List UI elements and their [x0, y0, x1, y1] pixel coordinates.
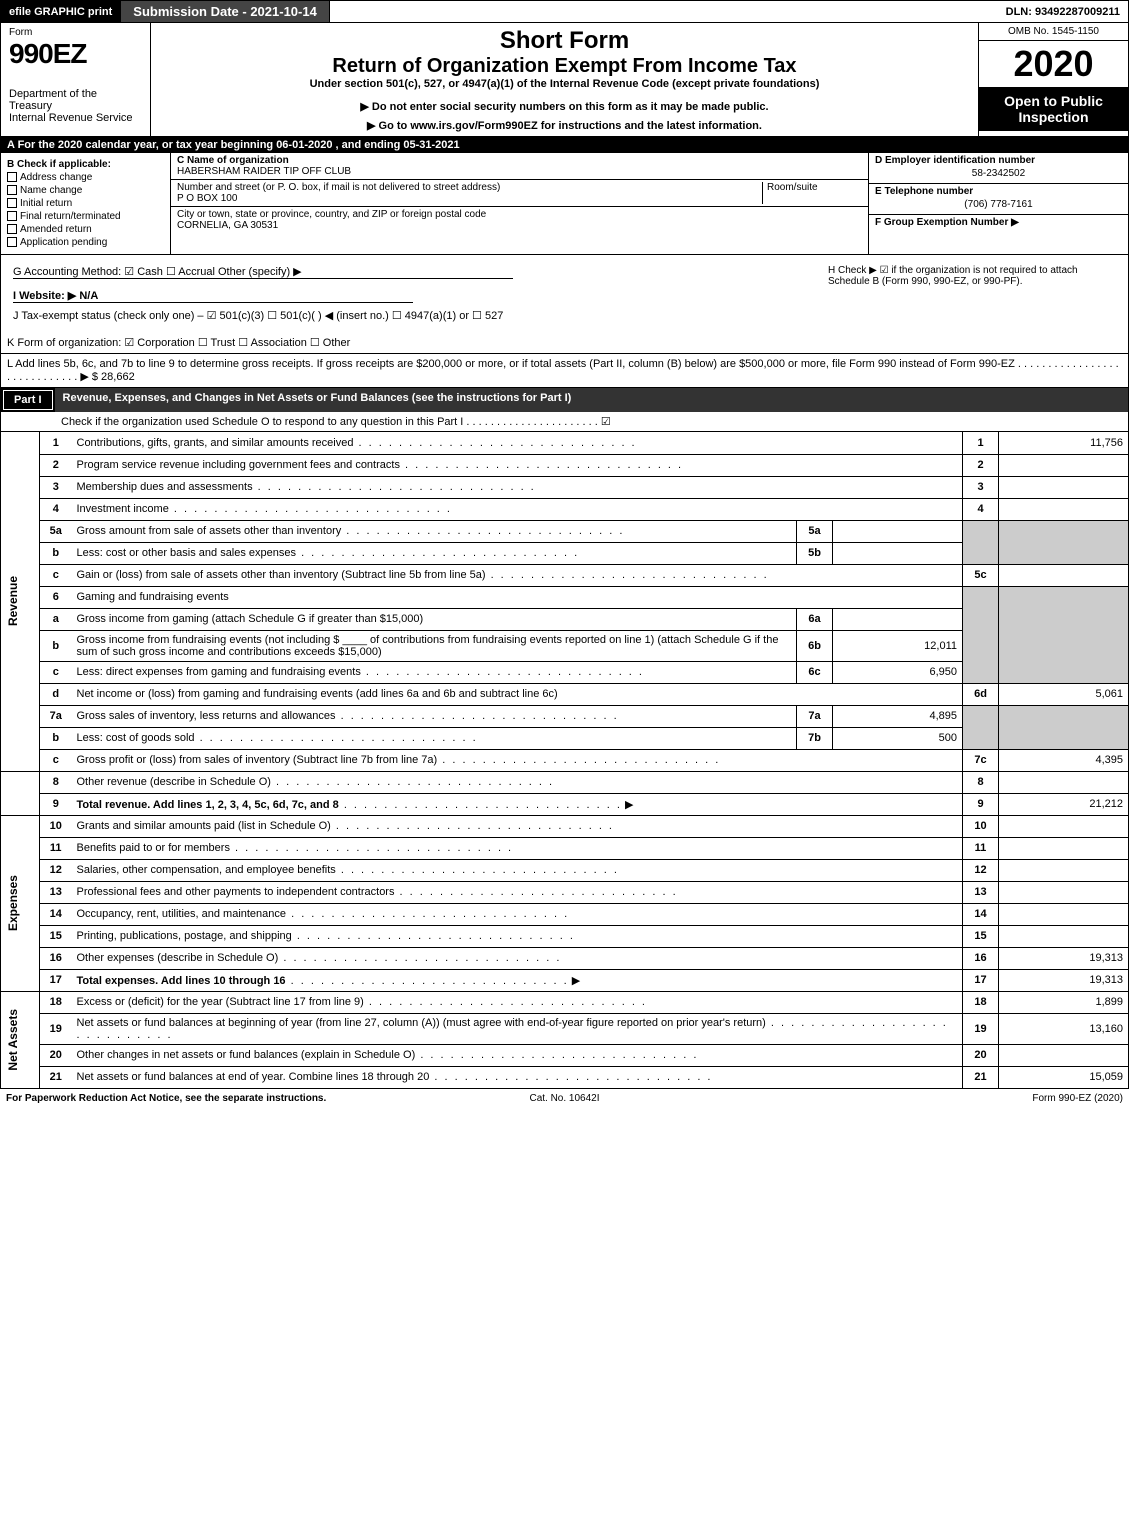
form-label: Form — [9, 27, 142, 38]
under-section: Under section 501(c), 527, or 4947(a)(1)… — [159, 78, 970, 90]
line-7c: c Gross profit or (loss) from sales of i… — [1, 749, 1129, 771]
department: Department of the Treasury Internal Reve… — [9, 88, 142, 124]
row-j-tax-exempt: J Tax-exempt status (check only one) – ☑… — [13, 309, 816, 322]
row-k-org-form: K Form of organization: ☑ Corporation ☐ … — [0, 332, 1129, 354]
line-15: 15 Printing, publications, postage, and … — [1, 925, 1129, 947]
line-8: 8 Other revenue (describe in Schedule O)… — [1, 771, 1129, 793]
e-label: E Telephone number — [875, 186, 1122, 197]
org-address: P O BOX 100 — [177, 193, 237, 204]
cat-no: Cat. No. 10642I — [378, 1093, 750, 1104]
row-l-gross-receipts: L Add lines 5b, 6c, and 7b to line 9 to … — [0, 354, 1129, 388]
omb-number: OMB No. 1545-1150 — [979, 23, 1128, 41]
cb-initial-return[interactable]: Initial return — [7, 198, 164, 209]
room-suite-label: Room/suite — [762, 182, 862, 204]
line-5c: c Gain or (loss) from sale of assets oth… — [1, 564, 1129, 586]
phone: (706) 778-7161 — [875, 197, 1122, 212]
c-name-label: C Name of organization — [177, 155, 862, 166]
row-h-schedule-b: H Check ▶ ☑ if the organization is not r… — [822, 259, 1122, 328]
instructions-link[interactable]: ▶ Go to www.irs.gov/Form990EZ for instru… — [159, 119, 970, 132]
line-4: 4 Investment income 4 — [1, 498, 1129, 520]
form-header: Form 990EZ Department of the Treasury In… — [0, 23, 1129, 137]
line-6d: d Net income or (loss) from gaming and f… — [1, 683, 1129, 705]
line-16: 16 Other expenses (describe in Schedule … — [1, 947, 1129, 969]
top-bar: efile GRAPHIC print Submission Date - 20… — [0, 0, 1129, 23]
header-right: OMB No. 1545-1150 2020 Open to Public In… — [978, 23, 1128, 136]
tax-year: 2020 — [979, 41, 1128, 87]
section-c: C Name of organization HABERSHAM RAIDER … — [171, 153, 868, 254]
line-7a: 7a Gross sales of inventory, less return… — [1, 705, 1129, 727]
line-18: Net Assets 18 Excess or (deficit) for th… — [1, 991, 1129, 1013]
row-gh: G Accounting Method: ☑ Cash ☐ Accrual Ot… — [0, 255, 1129, 332]
line-10: Expenses 10 Grants and similar amounts p… — [1, 815, 1129, 837]
line-6c: c Less: direct expenses from gaming and … — [1, 661, 1129, 683]
row-a-tax-year: A For the 2020 calendar year, or tax yea… — [0, 137, 1129, 153]
cb-final-return[interactable]: Final return/terminated — [7, 211, 164, 222]
line-5b: b Less: cost or other basis and sales ex… — [1, 542, 1129, 564]
b-title: B Check if applicable: — [7, 159, 164, 170]
line-6: 6 Gaming and fundraising events — [1, 586, 1129, 608]
f-label: F Group Exemption Number ▶ — [875, 217, 1122, 228]
line-11: 11 Benefits paid to or for members 11 — [1, 837, 1129, 859]
section-def: D Employer identification number 58-2342… — [868, 153, 1128, 254]
part-i-tag: Part I — [3, 390, 53, 410]
cb-application-pending[interactable]: Application pending — [7, 237, 164, 248]
line-21: 21 Net assets or fund balances at end of… — [1, 1066, 1129, 1088]
header-center: Short Form Return of Organization Exempt… — [151, 23, 978, 136]
net-assets-label: Net Assets — [6, 1009, 20, 1071]
line-7b: b Less: cost of goods sold 7b 500 — [1, 727, 1129, 749]
c-addr-label: Number and street (or P. O. box, if mail… — [177, 182, 500, 193]
line-5a: 5a Gross amount from sale of assets othe… — [1, 520, 1129, 542]
line-9: 9 Total revenue. Add lines 1, 2, 3, 4, 5… — [1, 793, 1129, 815]
section-bcdef: B Check if applicable: Address change Na… — [0, 153, 1129, 255]
paperwork-notice: For Paperwork Reduction Act Notice, see … — [6, 1093, 378, 1104]
efile-label[interactable]: efile GRAPHIC print — [1, 1, 121, 22]
line-6a: a Gross income from gaming (attach Sched… — [1, 608, 1129, 630]
line-3: 3 Membership dues and assessments 3 — [1, 476, 1129, 498]
line-2: 2 Program service revenue including gove… — [1, 454, 1129, 476]
cb-address-change[interactable]: Address change — [7, 172, 164, 183]
part-i-title: Revenue, Expenses, and Changes in Net As… — [55, 388, 1128, 412]
line-12: 12 Salaries, other compensation, and emp… — [1, 859, 1129, 881]
line-17: 17 Total expenses. Add lines 10 through … — [1, 969, 1129, 991]
short-form-title: Short Form — [159, 27, 970, 55]
line-19: 19 Net assets or fund balances at beginn… — [1, 1013, 1129, 1044]
row-i-website: I Website: ▶ N/A — [13, 289, 413, 303]
ein: 58-2342502 — [875, 166, 1122, 181]
line-20: 20 Other changes in net assets or fund b… — [1, 1044, 1129, 1066]
form-number: 990EZ — [9, 38, 142, 70]
section-b: B Check if applicable: Address change Na… — [1, 153, 171, 254]
page-footer: For Paperwork Reduction Act Notice, see … — [0, 1089, 1129, 1108]
line-13: 13 Professional fees and other payments … — [1, 881, 1129, 903]
line-6b: b Gross income from fundraising events (… — [1, 630, 1129, 661]
part-i-table: Revenue 1 Contributions, gifts, grants, … — [0, 432, 1129, 1089]
c-city-label: City or town, state or province, country… — [177, 209, 486, 220]
open-to-public: Open to Public Inspection — [979, 87, 1128, 131]
dln: DLN: 93492287009211 — [998, 1, 1128, 22]
expenses-label: Expenses — [6, 875, 20, 931]
ssn-warning: ▶ Do not enter social security numbers o… — [159, 100, 970, 113]
row-g-accounting: G Accounting Method: ☑ Cash ☐ Accrual Ot… — [13, 265, 513, 279]
revenue-label: Revenue — [6, 576, 20, 626]
header-left: Form 990EZ Department of the Treasury In… — [1, 23, 151, 136]
part-i-header: Part I Revenue, Expenses, and Changes in… — [0, 388, 1129, 412]
line-14: 14 Occupancy, rent, utilities, and maint… — [1, 903, 1129, 925]
cb-name-change[interactable]: Name change — [7, 185, 164, 196]
submission-date: Submission Date - 2021-10-14 — [121, 1, 330, 22]
line-1: Revenue 1 Contributions, gifts, grants, … — [1, 432, 1129, 454]
form-id-footer: Form 990-EZ (2020) — [751, 1093, 1123, 1104]
cb-amended-return[interactable]: Amended return — [7, 224, 164, 235]
org-city: CORNELIA, GA 30531 — [177, 220, 278, 231]
org-name: HABERSHAM RAIDER TIP OFF CLUB — [177, 166, 862, 177]
d-label: D Employer identification number — [875, 155, 1122, 166]
schedule-o-check: Check if the organization used Schedule … — [0, 412, 1129, 432]
return-title: Return of Organization Exempt From Incom… — [159, 55, 970, 78]
